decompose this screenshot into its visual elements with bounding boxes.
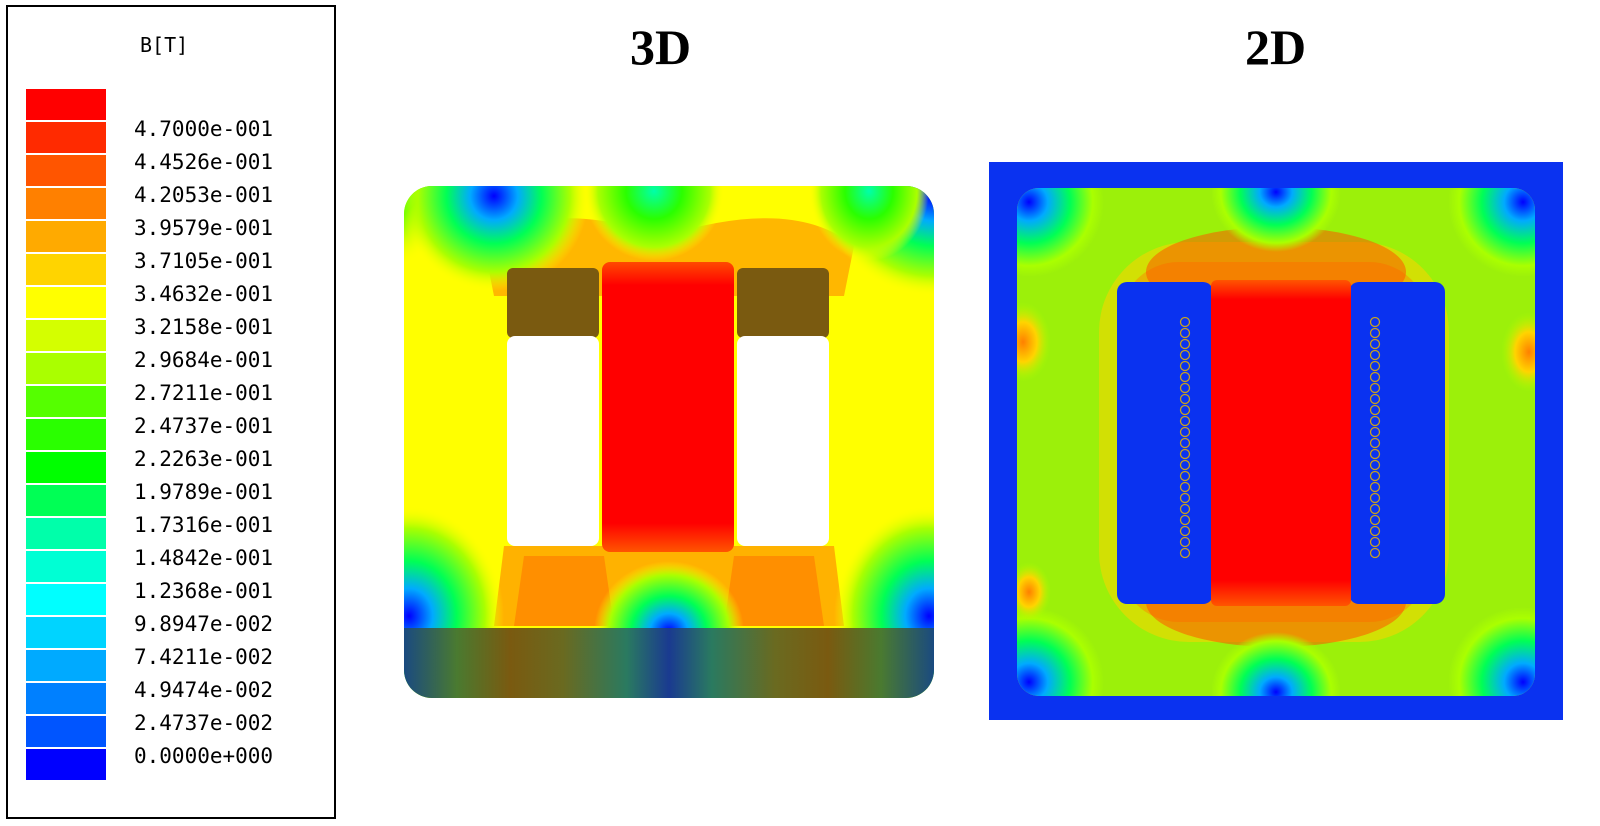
winding-conductor <box>1369 371 1381 383</box>
winding-conductor <box>1179 514 1191 526</box>
legend-swatch <box>26 221 106 254</box>
legend-label: 2.4737e-002 <box>134 711 274 735</box>
winding-conductor <box>1369 437 1381 449</box>
winding-conductor <box>1369 536 1381 548</box>
winding-conductor <box>1369 382 1381 394</box>
winding-conductor <box>1179 371 1191 383</box>
legend-label: 1.2368e-001 <box>134 579 274 603</box>
winding-conductor <box>1369 448 1381 460</box>
legend-swatch <box>26 650 106 683</box>
legend-label: 2.2263e-001 <box>134 447 274 471</box>
winding-conductor <box>1369 470 1381 482</box>
winding-conductor <box>1179 547 1191 559</box>
winding-conductor <box>1369 426 1381 438</box>
winding-conductor <box>1179 393 1191 405</box>
legend-swatch <box>26 683 106 716</box>
winding-conductor <box>1179 459 1191 471</box>
legend-label: 2.4737e-001 <box>134 414 274 438</box>
winding-conductor <box>1369 492 1381 504</box>
winding-conductor <box>1179 349 1191 361</box>
panel-title-2d: 2D <box>1245 19 1307 75</box>
legend-swatch <box>26 485 106 518</box>
winding-conductor <box>1369 316 1381 328</box>
winding-conductor <box>1179 415 1191 427</box>
legend-swatch <box>26 518 106 551</box>
panel-title-3d: 3D <box>630 19 692 75</box>
legend-swatch <box>26 452 106 485</box>
field-plot-3d <box>404 186 934 698</box>
legend-swatch <box>26 551 106 584</box>
legend-label: 3.9579e-001 <box>134 216 274 240</box>
winding-conductor <box>1369 547 1381 559</box>
winding-conductor <box>1179 426 1191 438</box>
legend-title: B[T] <box>140 33 189 57</box>
legend-color-bar <box>26 89 106 780</box>
winding-conductor <box>1179 448 1191 460</box>
legend-swatch <box>26 254 106 287</box>
legend-swatch <box>26 89 106 122</box>
winding-conductor <box>1179 536 1191 548</box>
legend-swatch <box>26 617 106 650</box>
legend-label: 4.7000e-001 <box>134 117 274 141</box>
winding-conductor <box>1369 415 1381 427</box>
legend-swatch <box>26 716 106 749</box>
legend-swatch <box>26 584 106 617</box>
legend-swatch <box>26 419 106 452</box>
winding-conductor <box>1179 481 1191 493</box>
legend-swatch <box>26 287 106 320</box>
legend-swatch <box>26 749 106 780</box>
legend-label: 4.9474e-002 <box>134 678 274 702</box>
legend-label: 1.7316e-001 <box>134 513 274 537</box>
winding-conductor <box>1179 360 1191 372</box>
legend-swatch <box>26 386 106 419</box>
color-legend: B[T] 4.7000e-001 4.4526e-001 4.2053e-001 3.… <box>6 5 336 819</box>
winding-conductor <box>1369 393 1381 405</box>
winding-conductor <box>1179 470 1191 482</box>
legend-label: 4.4526e-001 <box>134 150 274 174</box>
legend-labels: 4.7000e-001 4.4526e-001 4.2053e-001 3.9579e… <box>134 113 273 773</box>
winding-conductor <box>1179 525 1191 537</box>
winding-conductor <box>1179 437 1191 449</box>
winding-conductor <box>1179 316 1191 328</box>
winding-conductor <box>1179 503 1191 515</box>
legend-label: 0.0000e+000 <box>134 744 274 768</box>
legend-swatch <box>26 188 106 221</box>
winding-conductor <box>1179 327 1191 339</box>
legend-swatch <box>26 122 106 155</box>
legend-label: 4.2053e-001 <box>134 183 274 207</box>
winding-conductor <box>1179 404 1191 416</box>
legend-label: 7.4211e-002 <box>134 645 274 669</box>
field-plot-2d <box>989 162 1563 720</box>
legend-label: 3.7105e-001 <box>134 249 274 273</box>
legend-label: 2.9684e-001 <box>134 348 274 372</box>
winding-conductor <box>1369 503 1381 515</box>
winding-conductor <box>1369 349 1381 361</box>
legend-label: 3.2158e-001 <box>134 315 274 339</box>
legend-label: 1.4842e-001 <box>134 546 274 570</box>
legend-label: 1.9789e-001 <box>134 480 274 504</box>
legend-label: 3.4632e-001 <box>134 282 274 306</box>
winding-conductor <box>1369 525 1381 537</box>
winding-conductor <box>1179 382 1191 394</box>
winding-conductor <box>1179 338 1191 350</box>
winding-conductor <box>1179 492 1191 504</box>
winding-conductor <box>1369 338 1381 350</box>
legend-label: 2.7211e-001 <box>134 381 274 405</box>
winding-conductor <box>1369 481 1381 493</box>
legend-swatch <box>26 155 106 188</box>
legend-swatch <box>26 320 106 353</box>
legend-label: 9.8947e-002 <box>134 612 274 636</box>
winding-conductor <box>1369 327 1381 339</box>
legend-swatch <box>26 353 106 386</box>
winding-conductor <box>1369 360 1381 372</box>
winding-conductor <box>1369 514 1381 526</box>
winding-conductor <box>1369 459 1381 471</box>
winding-conductor <box>1369 404 1381 416</box>
